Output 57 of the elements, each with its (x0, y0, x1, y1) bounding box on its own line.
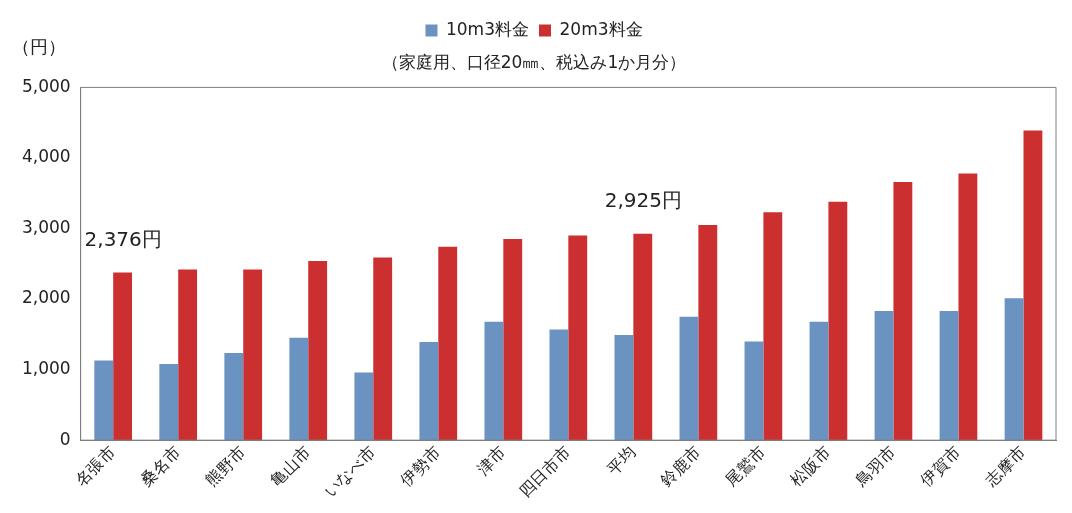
annotation: 2,376円 (84, 226, 162, 251)
x-tick-label: 津市 (473, 442, 510, 479)
bar (419, 342, 439, 441)
bar (939, 311, 959, 441)
x-tick-label: 志摩市 (981, 442, 1030, 490)
bar (503, 239, 523, 441)
bar (568, 235, 588, 441)
x-tick-label: 名張市 (71, 442, 119, 490)
legend-label: 10m3料金 (445, 18, 530, 39)
bar (614, 335, 634, 441)
legend-label: 20m3料金 (559, 18, 643, 39)
bar (289, 337, 309, 441)
x-tick-label: 桑名市 (136, 442, 184, 490)
bar (484, 321, 504, 441)
x-tick-label: 伊賀市 (916, 442, 965, 490)
bar (354, 372, 374, 441)
x-tick-label: 熊野市 (201, 442, 249, 490)
x-tick-label: 四日市市 (515, 442, 575, 501)
bar (633, 233, 653, 441)
y-axis-title: （円） (12, 35, 66, 57)
bar (958, 173, 978, 441)
bar (679, 316, 699, 441)
bar (178, 269, 198, 441)
bar (893, 181, 913, 441)
bar (243, 269, 263, 441)
x-tick-label: 松阪市 (786, 442, 835, 490)
y-tick-label: 5,000 (22, 75, 71, 96)
bar (224, 353, 244, 441)
y-tick-label: 2,000 (22, 287, 71, 308)
bar (94, 360, 114, 441)
bar (1023, 130, 1043, 441)
chart-subtitle: （家庭用、口径20㎜、税込み1か月分） (381, 51, 687, 72)
x-tick-label: 鳥羽市 (851, 442, 900, 491)
bar (828, 201, 848, 441)
annotation: 2,925円 (604, 188, 682, 212)
x-tick-label: いなべ市 (320, 442, 380, 501)
bar (373, 257, 393, 441)
y-tick-label: 4,000 (22, 146, 71, 167)
bar (744, 341, 764, 441)
bar (698, 224, 718, 441)
bar (1004, 298, 1024, 441)
bar (438, 246, 458, 441)
bar (549, 329, 569, 441)
x-tick-label: 平均 (603, 442, 640, 479)
y-tick-label: 3,000 (22, 216, 71, 237)
y-tick-label: 0 (59, 428, 71, 449)
bar (113, 272, 133, 441)
bar (874, 311, 894, 441)
x-tick-label: 尾鷲市 (721, 442, 770, 490)
bar (159, 363, 179, 441)
bar (763, 212, 783, 441)
x-tick-label: 伊勢市 (396, 442, 445, 490)
x-tick-label: 亀山市 (266, 442, 315, 490)
x-tick-label: 鈴鹿市 (656, 442, 705, 490)
bar (308, 260, 328, 441)
y-tick-label: 1,000 (22, 358, 71, 379)
bar (809, 321, 829, 441)
